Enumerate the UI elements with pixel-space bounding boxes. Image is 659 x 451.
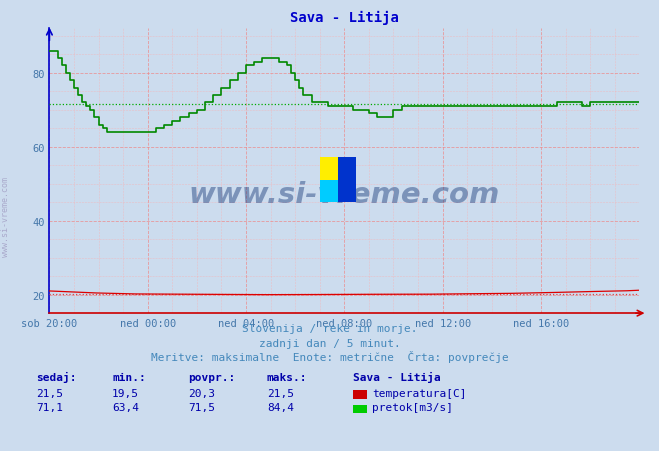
Text: 84,4: 84,4 (267, 402, 294, 412)
Text: Sava - Litija: Sava - Litija (353, 371, 440, 382)
Text: www.si-vreme.com: www.si-vreme.com (188, 180, 500, 208)
Text: min.:: min.: (112, 372, 146, 382)
Text: Meritve: maksimalne  Enote: metrične  Črta: povprečje: Meritve: maksimalne Enote: metrične Črta… (151, 350, 508, 362)
Title: Sava - Litija: Sava - Litija (290, 11, 399, 25)
Text: 71,5: 71,5 (188, 402, 215, 412)
Text: povpr.:: povpr.: (188, 372, 235, 382)
Text: zadnji dan / 5 minut.: zadnji dan / 5 minut. (258, 338, 401, 348)
Text: 21,5: 21,5 (36, 388, 63, 398)
Text: sedaj:: sedaj: (36, 371, 76, 382)
Text: pretok[m3/s]: pretok[m3/s] (372, 402, 453, 412)
Text: 19,5: 19,5 (112, 388, 139, 398)
Text: 63,4: 63,4 (112, 402, 139, 412)
Text: www.si-vreme.com: www.si-vreme.com (1, 177, 10, 256)
Text: maks.:: maks.: (267, 372, 307, 382)
Text: 71,1: 71,1 (36, 402, 63, 412)
Text: Slovenija / reke in morje.: Slovenija / reke in morje. (242, 323, 417, 333)
Text: 21,5: 21,5 (267, 388, 294, 398)
Text: 20,3: 20,3 (188, 388, 215, 398)
Text: temperatura[C]: temperatura[C] (372, 388, 467, 398)
